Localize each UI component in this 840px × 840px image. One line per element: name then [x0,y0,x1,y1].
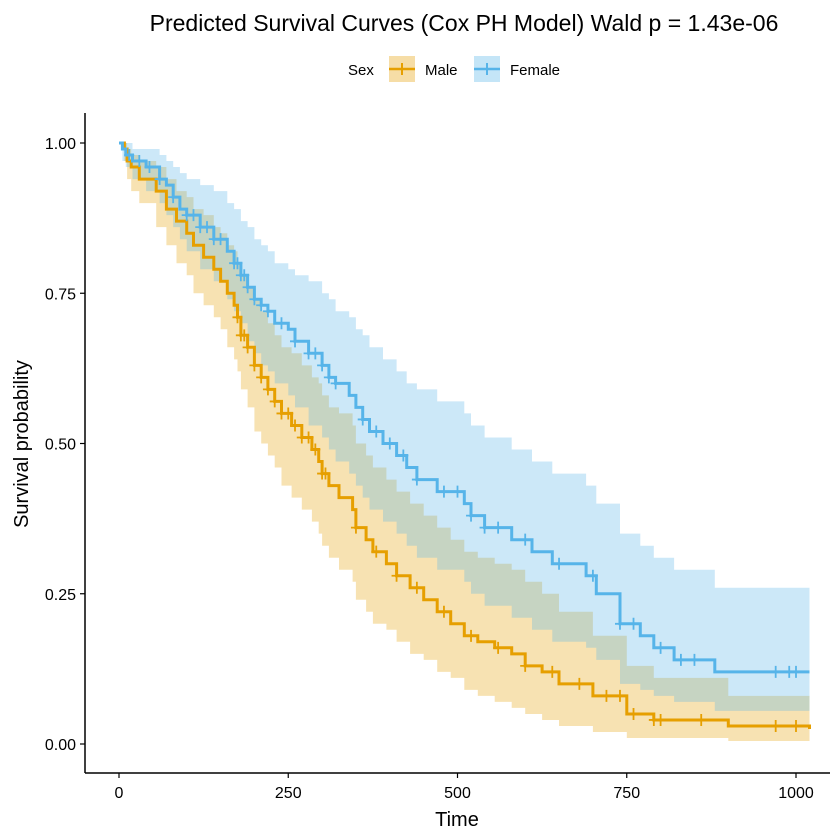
censor-mark [303,431,314,444]
censor-mark [614,617,625,630]
censor-mark [168,191,179,204]
legend: Sex Male Female [348,56,560,82]
censor-mark [317,359,328,372]
censor-mark [188,209,199,222]
censor-mark [411,473,422,486]
x-tick-label: 250 [275,785,302,802]
censor-mark [239,329,250,342]
censor-marks-female [124,149,801,678]
censor-mark [249,293,260,306]
censor-mark [134,155,145,168]
censor-mark [520,533,531,546]
censor-mark [256,371,267,384]
y-tick-label: 0.50 [45,437,76,454]
censor-mark [655,713,666,726]
ci-band-female [119,143,810,711]
x-tick-label: 0 [115,785,124,802]
x-tick-label: 750 [613,785,640,802]
y-tick-label: 1.00 [45,136,76,153]
censor-mark [520,659,531,672]
censor-mark [452,485,463,498]
censor-mark [601,689,612,702]
censor-mark [493,641,504,654]
censor-mark [310,347,321,360]
censor-mark [655,641,666,654]
censor-mark [269,395,280,408]
censor-mark [554,557,565,570]
censor-mark [384,437,395,450]
censor-mark [262,383,273,396]
legend-title: Sex [348,62,374,79]
censor-mark [791,665,801,678]
censor-mark [215,233,226,246]
censor-mark [239,269,250,282]
y-tick-label: 0.00 [45,737,76,754]
censor-mark [574,677,585,690]
censor-mark [242,281,253,294]
censor-mark [411,581,422,594]
censor-mark [493,521,504,534]
censor-mark [323,371,334,384]
censor-mark [290,335,301,348]
x-tick-label: 500 [444,785,471,802]
censor-mark [310,443,321,456]
censor-mark [124,149,135,162]
censor-mark [614,689,625,702]
censor-mark [256,299,267,312]
censor-mark [371,545,382,558]
censor-mark [391,569,402,582]
censor-mark [154,173,165,186]
legend-item-female: Female [474,56,560,82]
censor-mark [587,569,598,582]
censor-mark [479,521,490,534]
censor-mark [320,467,331,480]
censor-mark [675,653,686,666]
censor-mark [628,617,639,630]
censor-mark [466,629,477,642]
legend-label: Female [510,62,560,79]
censor-mark [232,311,243,324]
censor-mark [689,653,700,666]
censor-marks-male [232,311,801,732]
censor-mark [249,359,260,372]
plot-area [119,141,811,741]
legend-label: Male [425,62,458,79]
ci-band-male [119,143,810,741]
censor-mark [357,413,368,426]
censor-mark [232,257,243,270]
y-tick-label: 0.25 [45,587,76,604]
censor-mark [262,305,273,318]
legend-item-male: Male [389,56,458,82]
censor-mark [791,719,801,732]
censor-mark [330,377,341,390]
censor-mark [371,425,382,438]
x-axis-title: Time [435,809,479,831]
censor-mark [770,665,781,678]
censor-mark [242,341,253,354]
censor-mark [202,221,213,234]
censor-mark [144,161,155,174]
y-tick-label: 0.75 [45,286,76,303]
censor-mark [283,407,294,420]
censor-mark [628,707,639,720]
censor-mark [438,605,449,618]
censor-mark [290,419,301,432]
axes: 0 250 500 750 1000 0.00 0.25 0.50 0.75 1.00 [45,113,830,802]
chart-title: Predicted Survival Curves (Cox PH Model)… [150,10,779,36]
censor-mark [466,509,477,522]
censor-mark [276,317,287,330]
censor-mark [696,713,707,726]
censor-mark [547,665,558,678]
x-tick-label: 1000 [778,785,814,802]
legend-items: Male Female [389,56,560,82]
censor-mark [770,719,781,732]
y-axis-title: Survival probability [11,360,33,528]
censor-mark [350,521,361,534]
censor-mark [438,485,449,498]
censor-mark [398,449,409,462]
